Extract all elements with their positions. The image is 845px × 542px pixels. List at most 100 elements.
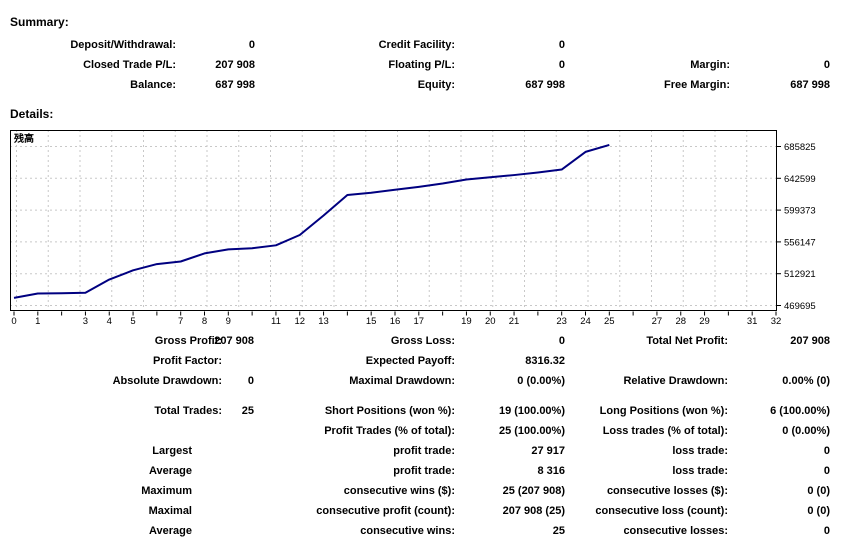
x-tick-label: 28 <box>675 316 686 327</box>
y-tick-label: 556147 <box>784 237 816 248</box>
balance-line <box>13 143 610 299</box>
stats-group: Gross Profit: 207 908 Gross Loss: 0 Total Ne… <box>0 331 830 391</box>
empty-cell <box>222 461 262 481</box>
value-cell: 0 <box>558 39 565 51</box>
table-row: Maximal consecutive profit (count): 207 90… <box>0 501 830 521</box>
label-cell: Maximal Drawdown: <box>349 375 455 387</box>
table-row: Deposit/Withdrawal: 0 Credit Facility: 0 <box>0 35 830 55</box>
table-row: Closed Trade P/L: 207 908 Floating P/L: 0 Ma… <box>0 55 830 75</box>
table-row: Maximum consecutive wins ($): 25 (207 908)… <box>0 481 830 501</box>
label-cell: Long Positions (won %): <box>599 405 728 417</box>
stats-group: Largest profit trade: 27 917 loss trade: 0 Av… <box>0 441 830 541</box>
value-cell: 0 <box>558 335 565 347</box>
value-cell: 687 998 <box>215 79 255 91</box>
label-cell: Total Net Profit: <box>646 335 728 347</box>
value-cell: 0 <box>247 375 254 387</box>
label-cell: consecutive losses: <box>623 525 728 537</box>
x-tick-label: 11 <box>271 316 281 327</box>
table-row: Profit Factor: Expected Payoff: 8316.32 <box>0 351 830 371</box>
table-row: Largest profit trade: 27 917 loss trade: 0 <box>0 441 830 461</box>
value-cell: 687 998 <box>790 79 830 91</box>
x-tick-label: 9 <box>226 316 231 327</box>
x-tick-label: 5 <box>130 316 135 327</box>
label-cell: profit trade: <box>393 465 455 477</box>
x-tick-label: 25 <box>604 316 615 327</box>
x-tick-label: 4 <box>107 316 112 327</box>
y-tick-label: 469695 <box>784 301 816 312</box>
table-row: Total Trades: 25 Short Positions (won %): 1… <box>0 401 830 421</box>
value-cell: 25 (100.00%) <box>498 425 565 437</box>
empty-cell <box>730 35 830 55</box>
value-cell: 207 908 (25) <box>502 505 565 517</box>
label-cell: Deposit/Withdrawal: <box>70 39 176 51</box>
chart-legend-balance: 残高 <box>14 132 34 145</box>
value-cell: 0 <box>823 445 830 457</box>
x-tick-label: 15 <box>366 316 377 327</box>
empty-cell <box>222 421 262 441</box>
x-tick-label: 31 <box>747 316 758 327</box>
label-cell: Maximal <box>148 505 192 517</box>
value-cell: 0 <box>823 525 830 537</box>
value-cell: 25 (207 908) <box>502 485 565 497</box>
value-cell: 8 316 <box>537 465 565 477</box>
stats-table: Gross Profit: 207 908 Gross Loss: 0 Total Ne… <box>0 331 830 541</box>
x-tick-label: 12 <box>294 316 305 327</box>
label-cell: consecutive losses ($): <box>606 485 728 497</box>
y-tick-label: 685825 <box>784 142 816 153</box>
stats-group: Total Trades: 25 Short Positions (won %): 1… <box>0 401 830 441</box>
label-cell: Closed Trade P/L: <box>83 59 176 71</box>
empty-cell <box>565 351 728 371</box>
summary-heading: Summary: <box>10 15 69 29</box>
x-tick-label: 27 <box>652 316 663 327</box>
label-cell: Average <box>148 525 192 537</box>
y-tick-label: 642599 <box>784 174 816 185</box>
value-cell: 8316.32 <box>525 355 565 367</box>
value-cell: 207 908 <box>214 335 254 347</box>
value-cell: 0 (0.00%) <box>517 375 565 387</box>
label-cell: Short Positions (won %): <box>324 405 455 417</box>
x-tick-label: 24 <box>580 316 591 327</box>
empty-cell <box>728 351 830 371</box>
label-cell: Balance: <box>130 79 176 91</box>
empty-cell <box>222 501 262 521</box>
label-cell: consecutive loss (count): <box>595 505 728 517</box>
label-cell: Largest <box>152 445 192 457</box>
label-cell: Maximum <box>141 485 192 497</box>
label-cell: Total Trades: <box>154 405 222 417</box>
label-cell: consecutive wins ($): <box>343 485 455 497</box>
empty-cell <box>222 351 262 371</box>
x-tick-label: 29 <box>699 316 710 327</box>
value-cell: 25 <box>552 525 565 537</box>
label-cell: Loss trades (% of total): <box>602 425 728 437</box>
value-cell: 0 (0) <box>807 485 830 497</box>
empty-cell <box>222 481 262 501</box>
label-cell: Gross Profit: <box>154 335 222 347</box>
x-tick-label: 17 <box>414 316 425 327</box>
label-cell: Margin: <box>690 59 730 71</box>
x-tick-label: 21 <box>509 316 520 327</box>
table-row: Average consecutive wins: 25 consecutive lo… <box>0 521 830 541</box>
value-cell: 0 <box>558 59 565 71</box>
label-cell: Gross Loss: <box>390 335 455 347</box>
value-cell: 0.00% (0) <box>782 375 830 387</box>
value-cell: 0 (0.00%) <box>782 425 830 437</box>
value-cell: 0 <box>248 39 255 51</box>
label-cell: Absolute Drawdown: <box>112 375 222 387</box>
label-cell: Average <box>148 465 192 477</box>
summary-table: Deposit/Withdrawal: 0 Credit Facility: 0 Clo… <box>0 35 830 95</box>
x-tick-label: 13 <box>318 316 329 327</box>
x-tick-label: 19 <box>461 316 472 327</box>
value-cell: 0 <box>823 59 830 71</box>
value-cell: 207 908 <box>790 335 830 347</box>
label-cell: consecutive profit (count): <box>316 505 455 517</box>
table-row: Gross Profit: 207 908 Gross Loss: 0 Total Ne… <box>0 331 830 351</box>
label-cell: Equity: <box>417 79 455 91</box>
table-row: Profit Trades (% of total): 25 (100.00%) L… <box>0 421 830 441</box>
value-cell: 0 <box>823 465 830 477</box>
label-cell: Expected Payoff: <box>365 355 455 367</box>
value-cell: 27 917 <box>531 445 565 457</box>
y-tick-label: 512921 <box>784 269 816 280</box>
label-cell: consecutive wins: <box>360 525 455 537</box>
empty-cell <box>0 421 222 441</box>
x-tick-label: 8 <box>202 316 207 327</box>
